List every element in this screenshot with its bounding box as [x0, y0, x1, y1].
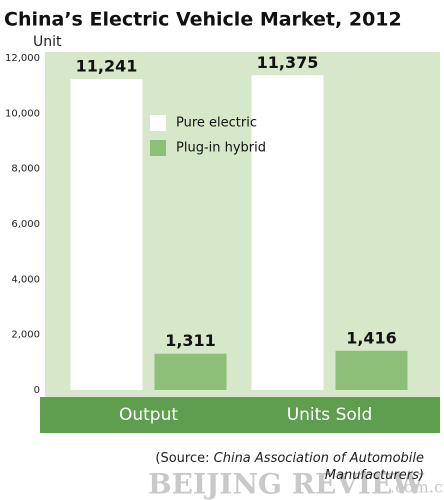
legend-label: Plug-in hybrid	[176, 141, 266, 156]
watermark-suffix: .com.cn	[390, 478, 444, 497]
legend-swatch	[150, 115, 166, 131]
category-band	[40, 397, 440, 433]
value-label: 11,375	[257, 53, 319, 72]
bar	[70, 78, 143, 391]
y-tick-label: 2,000	[11, 330, 40, 341]
y-tick-label: 8,000	[11, 164, 40, 175]
bar	[154, 353, 227, 390]
bar	[251, 75, 324, 391]
value-label: 11,241	[76, 56, 138, 75]
x-tick-label: Output	[119, 405, 178, 425]
y-tick-label: 6,000	[11, 219, 40, 230]
y-axis-label: Unit	[33, 34, 62, 50]
y-tick-label: 10,000	[5, 108, 40, 119]
bar	[335, 350, 408, 390]
watermark: BEIJING REVIEW	[148, 468, 424, 500]
source: (Source: China Association of Automobile…	[124, 450, 424, 484]
y-tick-label: 12,000	[5, 53, 40, 64]
legend-label: Pure electric	[176, 116, 257, 131]
value-label: 1,311	[165, 331, 216, 350]
source-prefix: (Source:	[155, 451, 210, 466]
x-tick-label: Units Sold	[287, 405, 373, 425]
source-text: China Association of Automobile Manufact…	[213, 451, 424, 483]
y-tick-label: 0	[34, 385, 40, 396]
chart-title: China’s Electric Vehicle Market, 2012	[4, 9, 402, 31]
value-label: 1,416	[346, 328, 397, 347]
y-tick-label: 4,000	[11, 274, 40, 285]
legend-swatch	[150, 140, 166, 156]
